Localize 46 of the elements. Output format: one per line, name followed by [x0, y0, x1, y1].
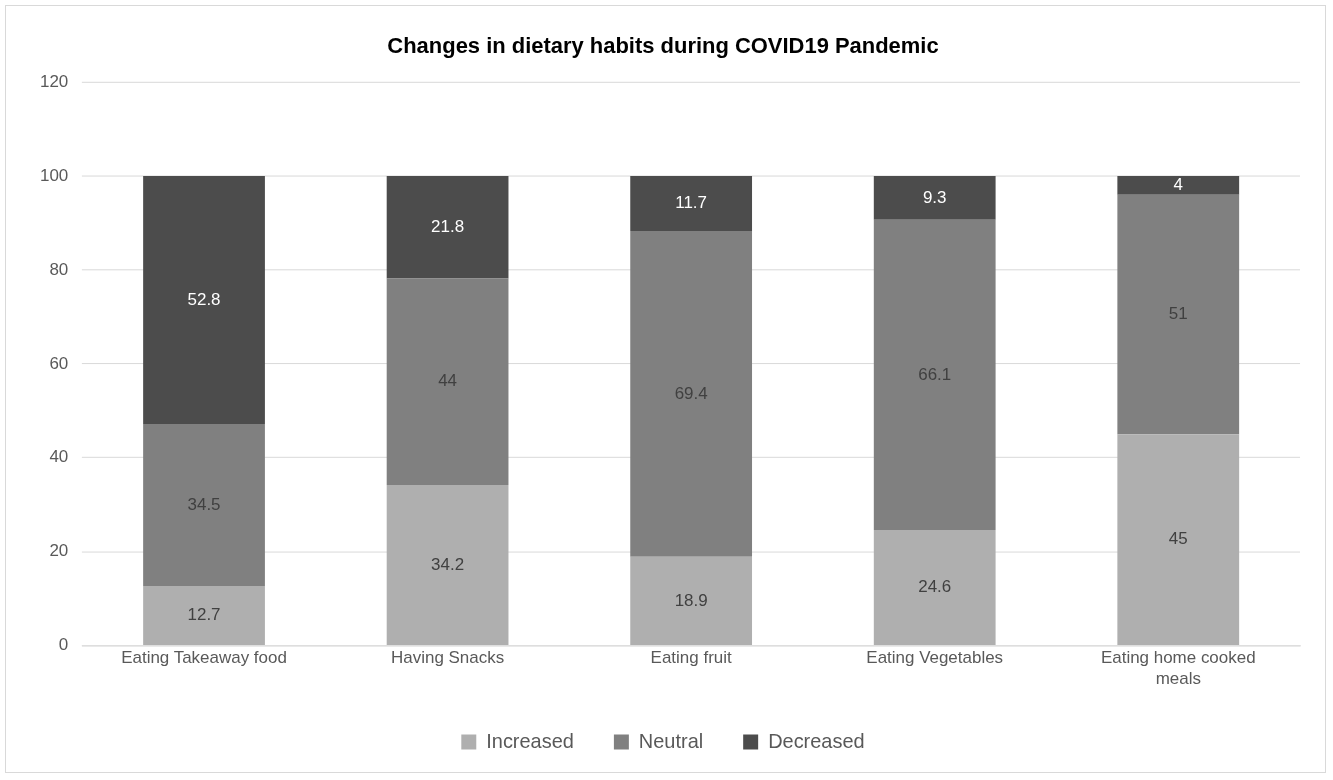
bar — [873, 530, 996, 646]
data-label: 11.7 — [675, 193, 708, 213]
data-label: 4 — [1173, 175, 1183, 195]
data-label: 34.5 — [187, 494, 221, 514]
x-tick-label: Having Snacks — [391, 648, 505, 668]
y-tick-label: 100 — [39, 165, 69, 185]
y-tick-label: 0 — [58, 635, 69, 655]
data-label: 21.8 — [431, 216, 465, 236]
y-tick-label: 40 — [49, 447, 69, 467]
data-label: 24.6 — [918, 577, 952, 597]
bar — [873, 219, 996, 531]
x-tick-label: Eating Takeaway food — [121, 648, 287, 668]
bar — [386, 484, 509, 646]
data-label: 12.7 — [187, 605, 221, 625]
y-tick-label: 120 — [39, 71, 69, 91]
legend-label: Neutral — [638, 729, 704, 752]
bar — [143, 423, 265, 586]
bar — [386, 176, 509, 279]
bar — [1117, 176, 1240, 195]
data-label: 66.1 — [918, 364, 952, 384]
bar — [630, 231, 753, 557]
bar — [143, 585, 265, 646]
y-tick-label: 80 — [49, 259, 69, 279]
data-label: 45 — [1168, 529, 1188, 549]
bar — [1117, 434, 1240, 646]
data-label: 9.3 — [922, 187, 947, 207]
bar — [630, 176, 753, 232]
bar — [630, 556, 753, 646]
legend-label: Increased — [486, 729, 574, 752]
bar — [386, 278, 509, 485]
data-label: 52.8 — [187, 289, 221, 309]
data-label: 18.9 — [674, 590, 708, 610]
bar — [1117, 194, 1240, 435]
legend-label: Decreased — [768, 729, 865, 752]
y-tick-label: 20 — [49, 541, 69, 561]
data-label: 34.2 — [431, 554, 465, 574]
data-label: 69.4 — [674, 383, 708, 403]
x-tick-label: Eating Vegetables — [866, 648, 1004, 668]
data-label: 44 — [438, 371, 458, 391]
x-tick-label: Eating fruit — [650, 648, 732, 668]
y-tick-label: 60 — [49, 353, 69, 373]
x-tick-label: Eating home cooked meals — [1100, 648, 1256, 688]
data-label: 51 — [1168, 304, 1188, 324]
bar — [873, 176, 996, 220]
bar — [143, 176, 265, 424]
chart-title: Changes in dietary habits during COVID19 Pandemic — [387, 33, 939, 59]
